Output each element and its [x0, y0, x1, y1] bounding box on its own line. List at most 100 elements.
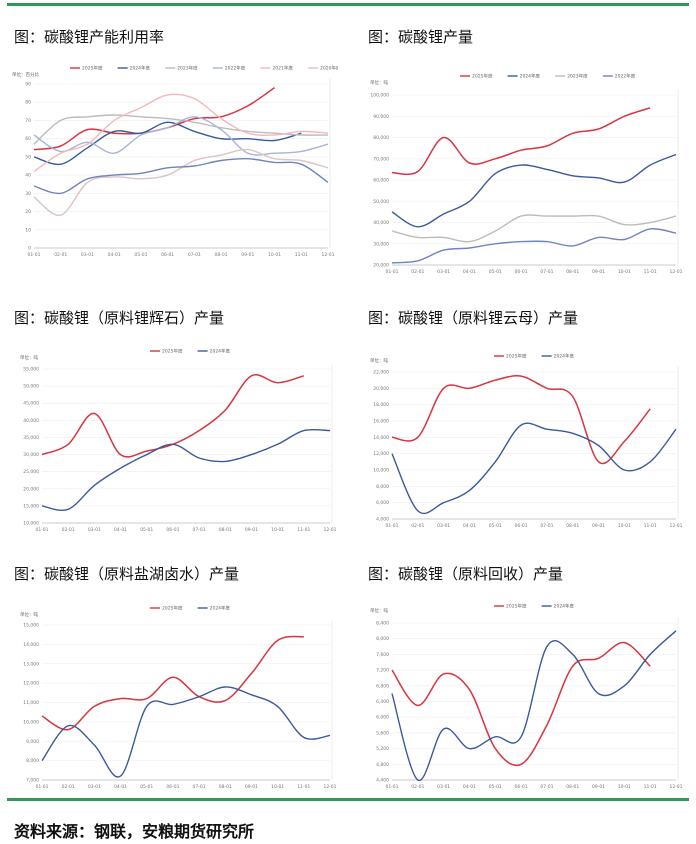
y-tick-label: 14,000: [373, 435, 389, 441]
legend-label: 2023年度: [177, 65, 198, 72]
y-tick-label: 4,400: [376, 778, 389, 784]
y-tick-label: 40: [25, 173, 31, 179]
x-tick-label: 05-01: [140, 784, 153, 790]
y-tick-label: 14,000: [23, 642, 39, 648]
legend-label: 2025年度: [82, 65, 103, 72]
x-tick-label: 07-01: [540, 269, 553, 275]
x-tick-label: 09-01: [592, 269, 605, 275]
y-tick-label: 22,000: [373, 370, 389, 376]
y-tick-label: 30,000: [373, 241, 389, 247]
x-tick-label: 06-01: [166, 527, 179, 533]
x-tick-label: 01-01: [35, 784, 48, 790]
series-line-2: [41, 686, 331, 778]
x-tick-label: 11-01: [295, 252, 308, 258]
y-tick-label: 15,000: [23, 623, 39, 629]
y-tick-label: 13,000: [23, 661, 39, 667]
x-tick-label: 10-01: [618, 523, 631, 528]
y-tick-label: 10,000: [23, 521, 39, 527]
series-line-4: [391, 228, 677, 264]
unit-label: 单位：吨: [370, 607, 388, 614]
series-line-6: [33, 148, 329, 216]
x-tick-label: 01-01: [385, 784, 398, 790]
y-tick-label: 50: [25, 154, 31, 160]
legend-label: 2024年度: [554, 603, 575, 610]
y-tick-label: 7,000: [26, 778, 39, 784]
series-line-1: [41, 635, 304, 731]
x-tick-label: 07-01: [540, 784, 553, 790]
x-tick-label: 11-01: [297, 784, 310, 790]
x-tick-label: 09-01: [241, 252, 254, 258]
legend-label: 2024年度: [210, 348, 231, 355]
source-note: 资料来源：钢联，安粮期货研究所: [14, 822, 255, 841]
x-tick-label: 05-01: [140, 527, 153, 533]
x-tick-label: 02-01: [411, 523, 424, 528]
series-line-5: [33, 93, 329, 173]
x-tick-label: 05-01: [489, 784, 502, 790]
x-tick-label: 09-01: [592, 784, 605, 790]
y-tick-label: 7,600: [376, 652, 389, 658]
x-tick-label: 08-01: [219, 784, 232, 790]
y-tick-label: 6,000: [376, 715, 389, 721]
y-tick-label: 20,000: [373, 386, 389, 392]
x-tick-label: 02-01: [411, 269, 424, 275]
x-tick-label: 12-01: [323, 527, 336, 533]
x-tick-label: 01-01: [35, 527, 48, 533]
x-tick-label: 11-01: [644, 269, 657, 275]
series-line-7: [33, 157, 329, 195]
x-tick-label: 07-01: [193, 784, 206, 790]
y-tick-label: 10: [25, 227, 31, 233]
x-tick-label: 12-01: [323, 784, 336, 790]
chart-title-2: 图：碳酸锂产量: [368, 28, 474, 46]
unit-label: 单位：吨: [20, 354, 38, 361]
chart-title-3: 图：碳酸锂（原料锂辉石）产量: [14, 309, 225, 327]
y-tick-label: 4,800: [376, 762, 389, 768]
y-tick-label: 40,000: [23, 418, 39, 424]
y-tick-label: 8,000: [376, 484, 389, 490]
y-tick-label: 90,000: [373, 114, 389, 120]
legend-label: 2023年度: [567, 73, 588, 80]
y-tick-label: 15,000: [23, 503, 39, 509]
legend-label: 2025年度: [162, 348, 183, 355]
y-tick-label: 5,200: [376, 746, 389, 752]
x-tick-label: 03-01: [437, 269, 450, 275]
x-tick-label: 11-01: [297, 527, 310, 533]
chart-title-4: 图：碳酸锂（原料锂云母）产量: [368, 309, 579, 327]
x-tick-label: 11-01: [644, 784, 657, 790]
y-tick-label: 30,000: [23, 452, 39, 458]
y-tick-label: 50,000: [373, 199, 389, 205]
x-tick-label: 08-01: [215, 252, 228, 258]
y-tick-label: 6,400: [376, 699, 389, 705]
legend-label: 2025年度: [162, 605, 183, 612]
x-tick-label: 10-01: [618, 784, 631, 790]
x-tick-label: 02-01: [62, 527, 75, 533]
y-tick-label: 18,000: [373, 402, 389, 408]
legend-label: 2022年度: [225, 65, 246, 72]
series-line-2: [391, 630, 677, 781]
y-tick-label: 55,000: [23, 367, 39, 373]
x-tick-label: 11-01: [644, 523, 657, 528]
x-tick-label: 08-01: [566, 269, 579, 275]
bottom-rule: [7, 798, 689, 801]
y-tick-label: 5,600: [376, 730, 389, 736]
y-tick-label: 10,000: [373, 468, 389, 474]
y-tick-label: 70,000: [373, 156, 389, 162]
y-tick-label: 8,400: [376, 621, 389, 627]
y-tick-label: 80: [25, 100, 31, 106]
x-tick-label: 09-01: [245, 527, 258, 533]
y-tick-label: 25,000: [23, 469, 39, 475]
series-line-1: [391, 107, 651, 176]
y-tick-label: 8,000: [376, 636, 389, 642]
top-rule: [7, 3, 689, 6]
legend-label: 2024年度: [554, 353, 575, 360]
y-tick-label: 100,000: [370, 93, 389, 99]
y-tick-label: 9,000: [26, 739, 39, 745]
x-tick-label: 10-01: [271, 784, 284, 790]
legend-label: 2022年度: [615, 73, 636, 80]
x-tick-label: 01-01: [27, 252, 40, 258]
y-tick-label: 8,000: [26, 758, 39, 764]
y-tick-label: 60,000: [373, 178, 389, 184]
series-line-2: [391, 422, 677, 515]
chart-lepidolite-output: 单位：吨 4,000 6,000 8,000 10,000 12,000 14,000 16,…: [370, 353, 683, 528]
series-line-2: [41, 428, 331, 511]
x-tick-label: 10-01: [271, 527, 284, 533]
